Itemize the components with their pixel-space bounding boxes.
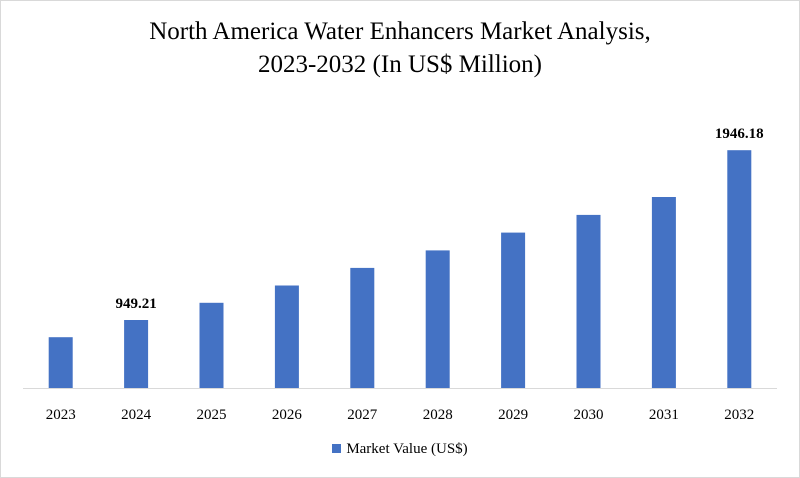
x-tick-label-2030: 2030 [574, 407, 604, 423]
x-tick-label-2024: 2024 [121, 407, 152, 423]
x-tick-label-2023: 2023 [46, 407, 76, 423]
x-tick-label-2031: 2031 [649, 407, 679, 423]
x-tick-label-2027: 2027 [347, 407, 378, 423]
legend-label: Market Value (US$) [346, 441, 468, 457]
bar-2028 [425, 250, 450, 388]
bar-2024 [124, 320, 149, 388]
bar-2027 [350, 267, 375, 388]
x-tick-label-2026: 2026 [272, 407, 303, 423]
x-tick-label-2025: 2025 [197, 407, 227, 423]
bar-2031 [651, 197, 676, 388]
bar-2029 [501, 232, 526, 388]
bar-2030 [576, 214, 601, 388]
bar-2025 [199, 302, 224, 388]
bar-2026 [274, 285, 299, 388]
chart-title-line-1: North America Water Enhancers Market Ana… [149, 18, 651, 45]
legend-swatch [332, 444, 342, 453]
chart-title-line-2: 2023-2032 (In US$ Million) [257, 51, 543, 78]
x-tick-label-2029: 2029 [498, 407, 528, 423]
bar-2032 [727, 150, 752, 388]
bar-2023 [48, 337, 73, 388]
x-tick-label-2028: 2028 [423, 407, 453, 423]
data-label-2024: 949.21 [115, 296, 156, 312]
x-tick-label-2032: 2032 [724, 407, 754, 423]
data-label-2032: 1946.18 [715, 126, 764, 142]
legend: Market Value (US$) [1, 441, 799, 458]
chart-title: North America Water Enhancers Market Ana… [1, 15, 799, 81]
